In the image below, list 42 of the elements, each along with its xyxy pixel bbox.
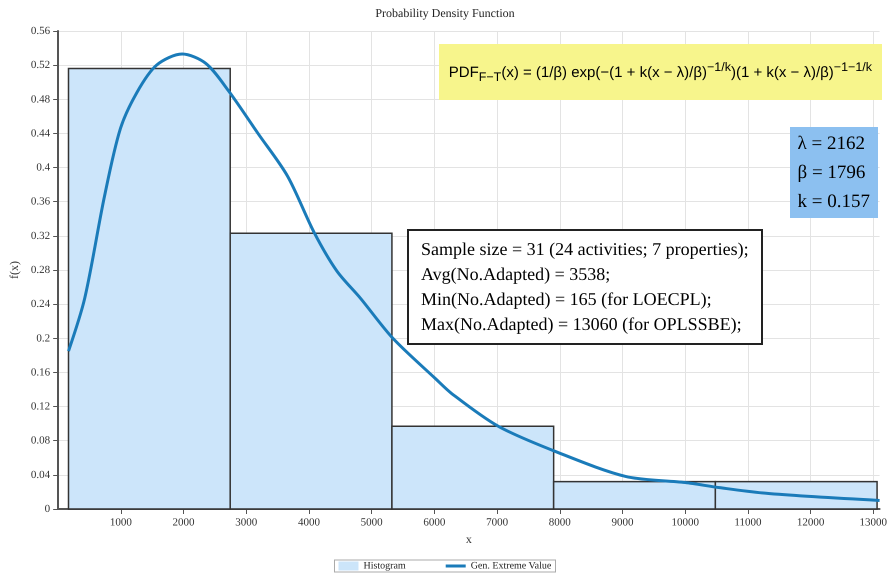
y-tick-label: 0.08 [30, 434, 51, 447]
annotation: Sample size = 31 (24 activities; 7 properties); [421, 238, 749, 261]
y-tick-label: 0.32 [30, 230, 50, 242]
legend-label: Gen. Extreme Value [470, 560, 552, 572]
x-tick-label: 5000 [360, 516, 384, 528]
x-tick-label: 1000 [110, 516, 132, 528]
x-tick-label: 7000 [486, 516, 509, 528]
y-tick-label: 0.48 [30, 93, 51, 106]
y-tick-label: 0.16 [30, 366, 51, 378]
chart-title: Probability Density Function [375, 6, 515, 20]
legend-label: Histogram [363, 560, 406, 572]
line-series [66, 52, 882, 502]
y-tick-label: 0.56 [30, 25, 51, 37]
x-tick-label: 13000 [860, 516, 888, 528]
x-tick-label: 8000 [548, 516, 572, 528]
annotation: PDF$_{F−T}$(x) = (1/β) exp(−(1 + k(x − λ)/β)$^{−1/k}$)(1 + k(x − λ)/β)$^{−1−1/k}$ [438, 44, 882, 100]
y-tick-label: 0.4 [36, 162, 51, 174]
annotation: λ = 2162 [798, 132, 866, 156]
x-axis-title: x [466, 532, 472, 546]
annotation: β = 1796 [798, 161, 866, 185]
y-tick-label: 0.36 [30, 196, 51, 208]
y-axis-title: f(x) [7, 261, 21, 279]
x-tick-label: 12000 [796, 516, 825, 528]
annotation: Max(No.Adapted) = 13060 (for OPLSSBE); [421, 313, 743, 336]
annotation: Min(No.Adapted) = 165 (for LOECPL); [421, 288, 713, 311]
y-tick-label: 0.52 [30, 59, 50, 72]
x-tick-label: 4000 [298, 516, 320, 528]
x-tick-label: 3000 [235, 516, 258, 528]
y-tick-label: 0.04 [30, 468, 51, 481]
x-tick-label: 6000 [423, 516, 446, 528]
y-tick-label: 0 [44, 503, 51, 515]
x-tick-label: 11000 [734, 516, 762, 528]
annotation: k = 0.157 [798, 190, 870, 214]
y-tick-label: 0.12 [30, 400, 50, 413]
x-tick-label: 9000 [611, 516, 634, 528]
y-tick-label: 0.44 [30, 127, 51, 140]
x-tick-label: 2000 [172, 516, 196, 528]
y-tick-label: 0.24 [30, 298, 51, 310]
annotation: Avg(No.Adapted) = 3538; [421, 263, 612, 286]
y-tick-label: 0.28 [30, 264, 51, 276]
x-tick-label: 10000 [671, 516, 700, 528]
y-tick-label: 0.2 [36, 332, 50, 344]
